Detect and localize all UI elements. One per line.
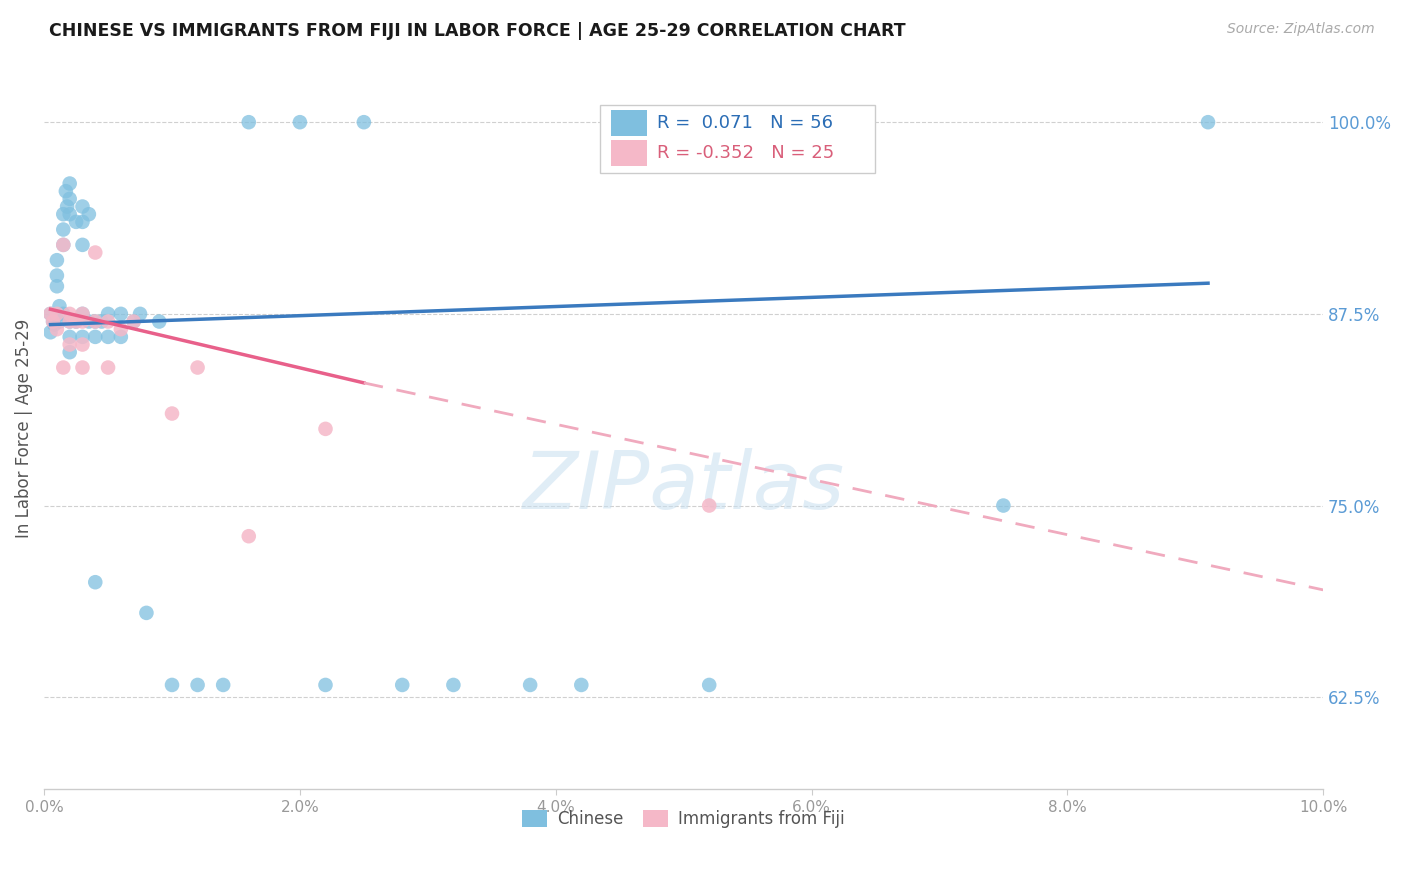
Point: [97, 314, 120, 328]
Point: [391, 678, 413, 692]
Point: [72, 307, 94, 321]
Point: [59, 345, 82, 359]
Point: [238, 529, 260, 543]
Point: [110, 307, 132, 321]
Point: [238, 115, 260, 129]
Point: [59, 337, 82, 351]
Point: [697, 678, 720, 692]
Point: [52, 222, 75, 236]
Point: [77, 207, 100, 221]
Point: [72, 215, 94, 229]
Bar: [610, 140, 647, 166]
Point: [569, 678, 592, 692]
Point: [993, 499, 1015, 513]
Point: [52, 207, 75, 221]
Point: [160, 678, 183, 692]
Point: [39, 307, 62, 321]
Point: [72, 330, 94, 344]
Bar: [610, 110, 647, 136]
Point: [59, 314, 82, 328]
Point: [42, 314, 65, 328]
Point: [59, 177, 82, 191]
Point: [519, 678, 541, 692]
Point: [52, 238, 75, 252]
Text: R =  0.071   N = 56: R = 0.071 N = 56: [657, 113, 832, 132]
Point: [45, 322, 67, 336]
Point: [97, 360, 120, 375]
Point: [212, 678, 235, 692]
Point: [84, 314, 107, 328]
Point: [122, 314, 145, 328]
Text: CHINESE VS IMMIGRANTS FROM FIJI IN LABOR FORCE | AGE 25-29 CORRELATION CHART: CHINESE VS IMMIGRANTS FROM FIJI IN LABOR…: [49, 22, 905, 40]
Point: [72, 200, 94, 214]
Point: [1197, 115, 1219, 129]
Point: [84, 245, 107, 260]
Point: [52, 238, 75, 252]
Text: R = -0.352   N = 25: R = -0.352 N = 25: [657, 144, 834, 161]
Point: [97, 307, 120, 321]
Point: [52, 307, 75, 321]
Point: [187, 678, 209, 692]
Y-axis label: In Labor Force | Age 25-29: In Labor Force | Age 25-29: [15, 319, 32, 539]
Legend: Chinese, Immigrants from Fiji: Chinese, Immigrants from Fiji: [516, 804, 852, 835]
Point: [187, 360, 209, 375]
Point: [84, 330, 107, 344]
Point: [65, 215, 87, 229]
Point: [135, 606, 157, 620]
Point: [48, 314, 70, 328]
Point: [59, 207, 82, 221]
Point: [72, 337, 94, 351]
Point: [45, 268, 67, 283]
Point: [48, 299, 70, 313]
Point: [84, 314, 107, 328]
Point: [110, 330, 132, 344]
Point: [90, 314, 112, 328]
Point: [52, 360, 75, 375]
Point: [110, 322, 132, 336]
Point: [39, 307, 62, 321]
Point: [59, 307, 82, 321]
Point: [65, 314, 87, 328]
Point: [288, 115, 311, 129]
Point: [65, 314, 87, 328]
Point: [42, 314, 65, 328]
Point: [39, 325, 62, 339]
Point: [315, 678, 337, 692]
Point: [59, 330, 82, 344]
Point: [45, 253, 67, 268]
Text: ZIPatlas: ZIPatlas: [523, 448, 845, 525]
Point: [59, 314, 82, 328]
Point: [72, 314, 94, 328]
Point: [160, 407, 183, 421]
Point: [45, 279, 67, 293]
FancyBboxPatch shape: [600, 104, 876, 173]
Point: [353, 115, 375, 129]
Point: [315, 422, 337, 436]
Point: [72, 360, 94, 375]
Point: [122, 314, 145, 328]
Point: [45, 307, 67, 321]
Point: [129, 307, 152, 321]
Point: [72, 307, 94, 321]
Point: [77, 314, 100, 328]
Point: [55, 184, 77, 198]
Point: [56, 200, 79, 214]
Text: Source: ZipAtlas.com: Source: ZipAtlas.com: [1227, 22, 1375, 37]
Point: [697, 499, 720, 513]
Point: [97, 330, 120, 344]
Point: [44, 318, 66, 332]
Point: [84, 575, 107, 590]
Point: [72, 238, 94, 252]
Point: [441, 678, 464, 692]
Point: [59, 192, 82, 206]
Point: [148, 314, 170, 328]
